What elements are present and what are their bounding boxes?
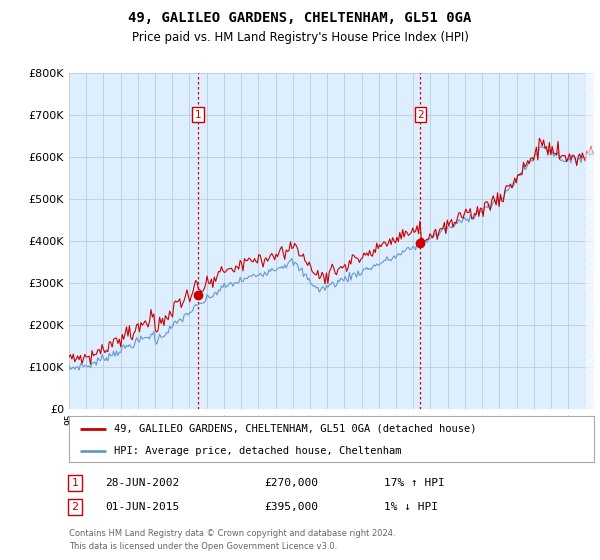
Text: HPI: Average price, detached house, Cheltenham: HPI: Average price, detached house, Chel…	[113, 446, 401, 455]
Text: 01-JUN-2015: 01-JUN-2015	[105, 502, 179, 512]
Text: 2: 2	[417, 110, 424, 120]
Text: 28-JUN-2002: 28-JUN-2002	[105, 478, 179, 488]
Text: Price paid vs. HM Land Registry's House Price Index (HPI): Price paid vs. HM Land Registry's House …	[131, 31, 469, 44]
Text: 2: 2	[71, 502, 79, 512]
Text: 1: 1	[71, 478, 79, 488]
Text: This data is licensed under the Open Government Licence v3.0.: This data is licensed under the Open Gov…	[69, 542, 337, 550]
Text: £395,000: £395,000	[264, 502, 318, 512]
Text: 17% ↑ HPI: 17% ↑ HPI	[384, 478, 445, 488]
Text: Contains HM Land Registry data © Crown copyright and database right 2024.: Contains HM Land Registry data © Crown c…	[69, 529, 395, 538]
Text: 49, GALILEO GARDENS, CHELTENHAM, GL51 0GA: 49, GALILEO GARDENS, CHELTENHAM, GL51 0G…	[128, 11, 472, 25]
Text: 1: 1	[195, 110, 202, 120]
Text: 49, GALILEO GARDENS, CHELTENHAM, GL51 0GA (detached house): 49, GALILEO GARDENS, CHELTENHAM, GL51 0G…	[113, 424, 476, 434]
Text: 1% ↓ HPI: 1% ↓ HPI	[384, 502, 438, 512]
Text: £270,000: £270,000	[264, 478, 318, 488]
